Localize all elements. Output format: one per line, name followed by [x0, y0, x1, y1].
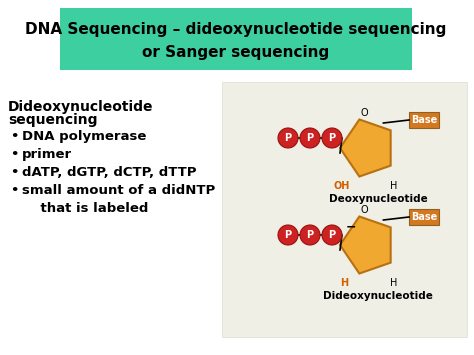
- Text: DNA Sequencing – dideoxynucleotide sequencing: DNA Sequencing – dideoxynucleotide seque…: [25, 22, 447, 37]
- Text: O: O: [360, 108, 368, 118]
- Text: O: O: [360, 205, 368, 215]
- Text: Deoxynucleotide: Deoxynucleotide: [328, 194, 428, 204]
- Text: P: P: [306, 133, 314, 143]
- Text: that is labeled: that is labeled: [22, 202, 148, 215]
- Text: •: •: [10, 130, 18, 143]
- Text: •: •: [10, 148, 18, 161]
- Circle shape: [278, 128, 298, 148]
- Text: H: H: [390, 181, 398, 191]
- Text: Base: Base: [411, 115, 437, 125]
- Text: P: P: [306, 230, 314, 240]
- Polygon shape: [340, 217, 391, 274]
- Bar: [60, 8, 412, 70]
- Circle shape: [300, 128, 320, 148]
- Text: Dideoxynucleotide: Dideoxynucleotide: [8, 100, 154, 114]
- Text: small amount of a didNTP: small amount of a didNTP: [22, 184, 215, 197]
- Text: Base: Base: [411, 212, 437, 222]
- Text: primer: primer: [22, 148, 72, 161]
- Text: H: H: [340, 278, 348, 288]
- Circle shape: [278, 225, 298, 245]
- Text: OH: OH: [334, 181, 350, 191]
- Bar: [409, 209, 439, 225]
- Text: P: P: [328, 133, 336, 143]
- Text: P: P: [328, 230, 336, 240]
- Text: −: −: [346, 220, 356, 234]
- Text: P: P: [284, 230, 292, 240]
- Bar: [409, 112, 439, 128]
- Text: DNA polymerase: DNA polymerase: [22, 130, 146, 143]
- Circle shape: [322, 128, 342, 148]
- Polygon shape: [340, 120, 391, 176]
- Circle shape: [300, 225, 320, 245]
- Text: P: P: [284, 133, 292, 143]
- Text: H: H: [390, 278, 398, 288]
- Circle shape: [322, 225, 342, 245]
- Text: dATP, dGTP, dCTP, dTTP: dATP, dGTP, dCTP, dTTP: [22, 166, 197, 179]
- Text: •: •: [10, 166, 18, 179]
- Text: sequencing: sequencing: [8, 113, 98, 127]
- Bar: [222, 82, 467, 337]
- Text: Dideoxynucleotide: Dideoxynucleotide: [323, 291, 433, 301]
- Text: or Sanger sequencing: or Sanger sequencing: [142, 45, 329, 60]
- Text: •: •: [10, 184, 18, 197]
